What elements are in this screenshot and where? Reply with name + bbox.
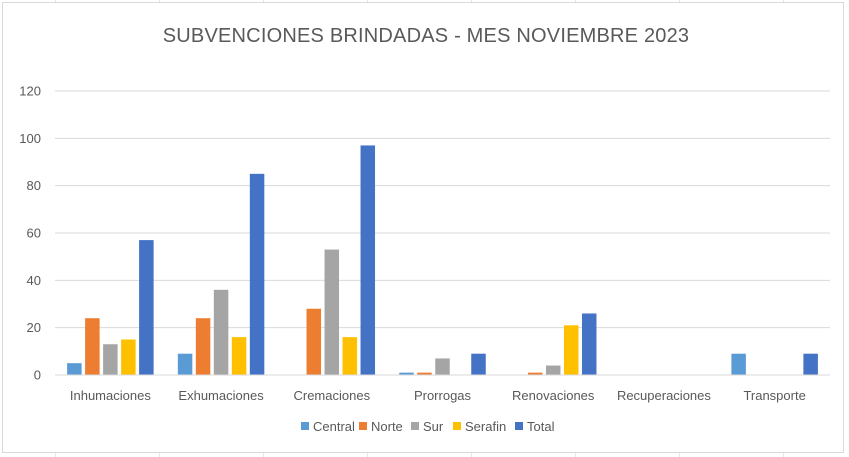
chart-container[interactable]: SUBVENCIONES BRINDADAS - MES NOVIEMBRE 2… (2, 2, 844, 453)
legend-swatch (515, 422, 523, 430)
x-category-label: Renovaciones (512, 388, 595, 403)
bar-central-inhumaciones[interactable] (67, 363, 82, 375)
bar-central-exhumaciones[interactable] (177, 353, 193, 375)
legend-swatch (411, 422, 419, 430)
bar-sur-inhumaciones[interactable] (103, 344, 118, 375)
bar-serafin-exhumaciones[interactable] (231, 337, 247, 375)
y-tick-label: 80 (27, 178, 41, 193)
bar-serafin-cremaciones[interactable] (342, 337, 358, 375)
bar-total-renovaciones[interactable] (581, 313, 597, 375)
legend-label: Sur (423, 419, 444, 434)
legend-label: Serafin (465, 419, 506, 434)
y-axis-ticks: 0 20 40 60 80 100 120 (19, 84, 41, 383)
bar-norte-cremaciones[interactable] (306, 308, 322, 375)
bar-total-cremaciones[interactable] (360, 145, 376, 375)
chart-title: SUBVENCIONES BRINDADAS - MES NOVIEMBRE 2… (163, 25, 690, 47)
x-category-label: Transporte (743, 388, 805, 403)
bar-total-exhumaciones[interactable] (249, 173, 265, 375)
bar-norte-inhumaciones[interactable] (85, 318, 100, 375)
legend-label: Norte (371, 419, 403, 434)
bars (67, 145, 818, 375)
x-category-label: Cremaciones (293, 388, 370, 403)
legend-label: Total (527, 419, 555, 434)
y-tick-label: 40 (27, 273, 41, 288)
bar-total-prorrogas[interactable] (471, 353, 486, 375)
bar-norte-renovaciones[interactable] (527, 372, 543, 375)
bar-sur-cremaciones[interactable] (324, 249, 340, 375)
legend-swatch (359, 422, 367, 430)
legend-item-central[interactable]: Central (301, 419, 355, 434)
x-category-label: Prorrogas (414, 388, 472, 403)
legend-item-total[interactable]: Total (515, 419, 555, 434)
x-category-label: Recuperaciones (617, 388, 711, 403)
y-tick-label: 120 (19, 84, 41, 99)
bar-norte-exhumaciones[interactable] (195, 318, 211, 375)
bar-central-prorrogas[interactable] (399, 372, 414, 375)
legend-swatch (453, 422, 461, 430)
bar-serafin-renovaciones[interactable] (563, 325, 579, 375)
bar-total-inhumaciones[interactable] (139, 240, 154, 375)
legend: Central Norte Sur Serafin Total (301, 419, 555, 434)
legend-item-serafin[interactable]: Serafin (453, 419, 506, 434)
bar-central-transporte[interactable] (731, 353, 746, 375)
y-tick-label: 100 (19, 131, 41, 146)
legend-swatch (301, 422, 309, 430)
legend-label: Central (313, 419, 355, 434)
x-axis-categories: Inhumaciones Exhumaciones Cremaciones Prorr… (70, 388, 806, 403)
bar-serafin-inhumaciones[interactable] (121, 339, 136, 376)
bar-sur-exhumaciones[interactable] (213, 289, 229, 375)
x-category-label: Inhumaciones (70, 388, 151, 403)
bar-norte-prorrogas[interactable] (417, 372, 432, 375)
y-tick-label: 0 (34, 368, 41, 383)
y-tick-label: 20 (27, 320, 41, 335)
legend-item-sur[interactable]: Sur (411, 419, 444, 434)
bar-sur-renovaciones[interactable] (545, 365, 561, 375)
gridlines (55, 90, 830, 329)
y-tick-label: 60 (27, 226, 41, 241)
bar-total-transporte[interactable] (803, 353, 818, 375)
legend-item-norte[interactable]: Norte (359, 419, 403, 434)
x-category-label: Exhumaciones (178, 388, 264, 403)
bar-chart: SUBVENCIONES BRINDADAS - MES NOVIEMBRE 2… (19, 25, 830, 434)
bar-sur-prorrogas[interactable] (435, 358, 450, 375)
